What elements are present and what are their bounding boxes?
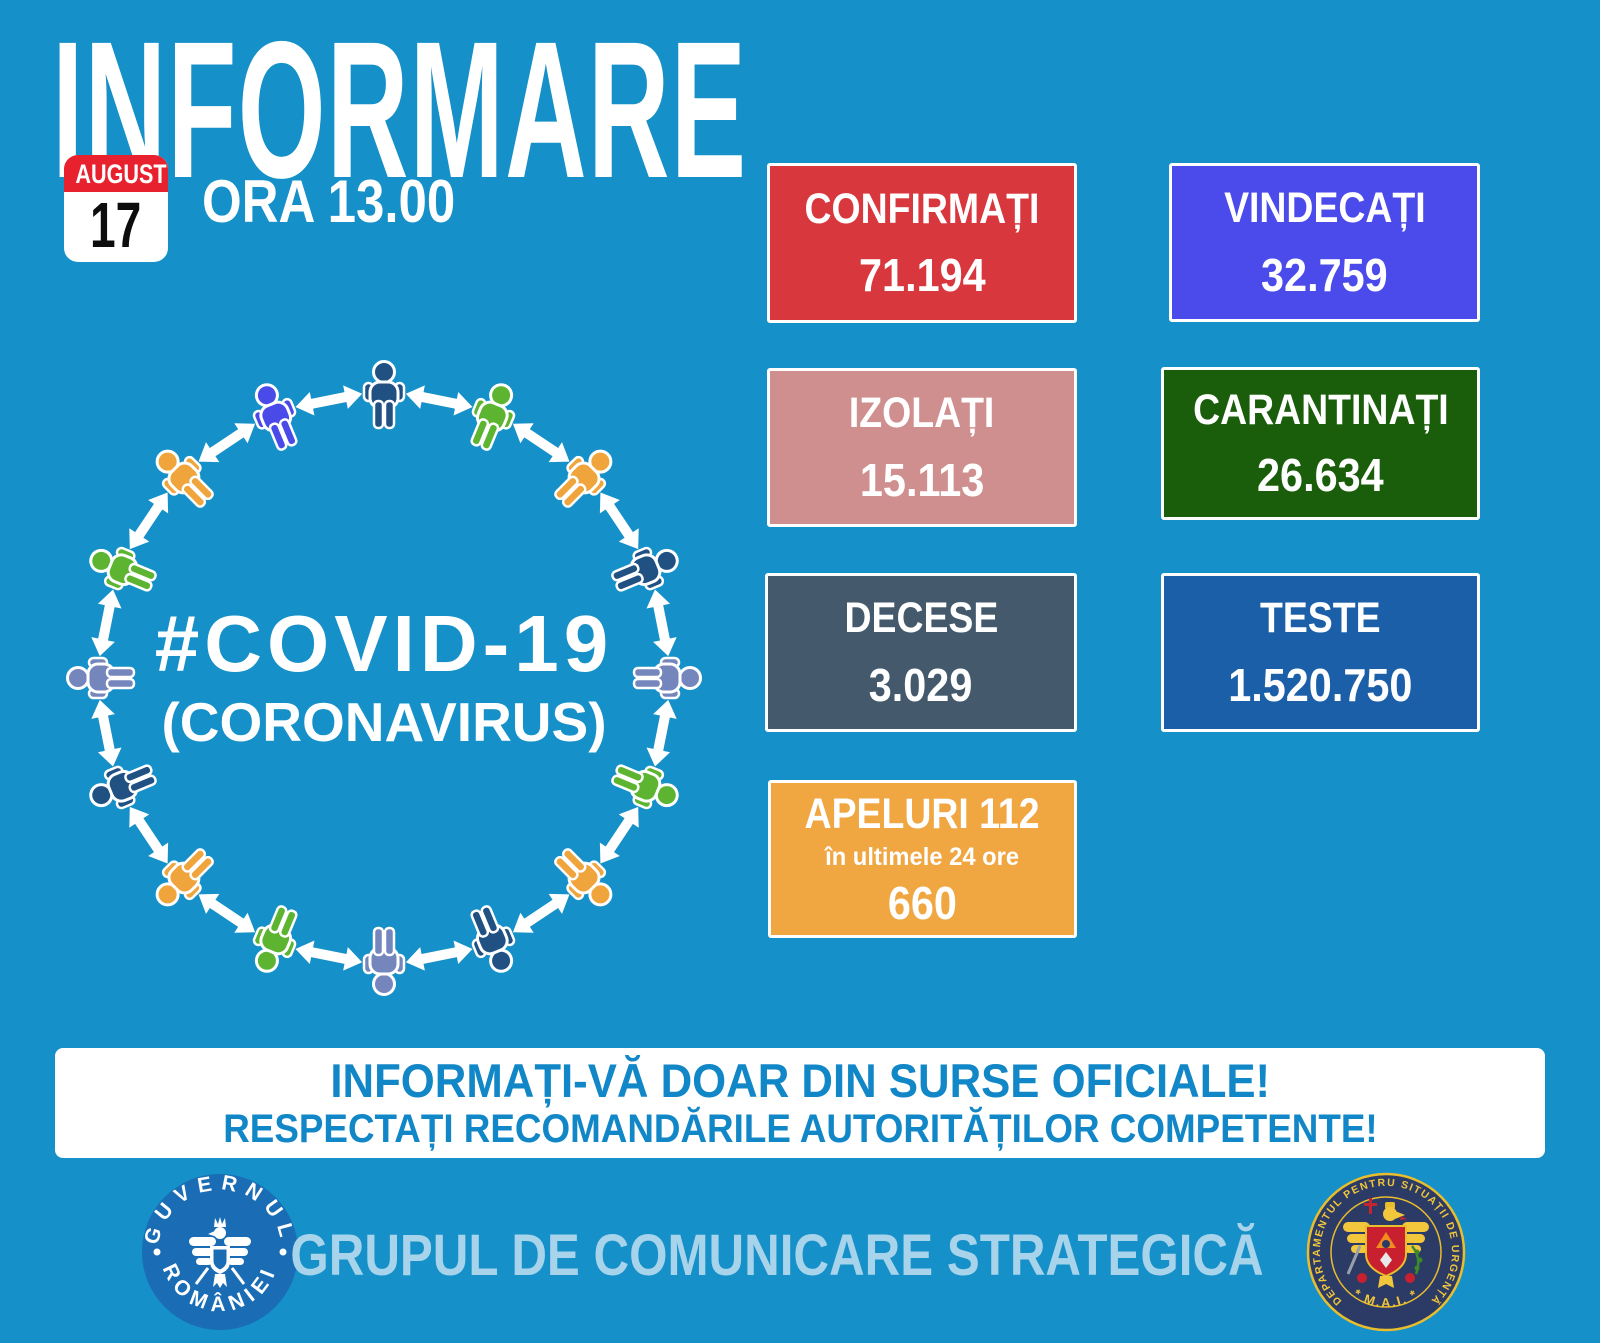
double-arrow-icon (512, 423, 570, 463)
double-arrow-icon (646, 589, 677, 657)
calendar-month-label: AUGUST (75, 159, 167, 189)
banner-line-1: INFORMAȚI-VĂ DOAR DIN SURSE OFICIALE! (330, 1054, 1270, 1108)
banner-line-2: RESPECTAȚI RECOMANDĂRILE AUTORITĂȚILOR C… (222, 1106, 1378, 1151)
double-arrow-icon (599, 492, 639, 550)
official-sources-banner: INFORMAȚI-VĂ DOAR DIN SURSE OFICIALE! RE… (55, 1048, 1545, 1158)
double-arrow-icon (512, 893, 570, 933)
people-circle-diagram (34, 328, 734, 1028)
person-icon (89, 764, 157, 810)
person-icon (252, 383, 298, 451)
double-arrow-icon (405, 940, 473, 971)
stat-box-carantinati: CARANTINAȚI 26.634 (1161, 367, 1480, 520)
dsu-mai-logo: DEPARTAMENTUL PENTRU SITUAȚII DE URGENȚĂ… (1306, 1172, 1466, 1332)
stat-label: IZOLAȚI (849, 389, 995, 438)
person-icon (89, 546, 157, 592)
person-icon (554, 449, 613, 508)
double-arrow-icon (646, 699, 677, 767)
eagle-emblem-icon (189, 1217, 251, 1288)
double-arrow-icon (91, 589, 122, 657)
calendar-icon: AUGUST 17 (64, 155, 168, 262)
person-icon (470, 905, 516, 973)
person-icon (66, 656, 136, 700)
person-icon (362, 926, 406, 996)
dsu-eagle-emblem-icon (1343, 1198, 1429, 1288)
stat-label: VINDECAȚI (1223, 184, 1426, 233)
stat-value: 15.113 (859, 453, 985, 506)
covid-hashtag: #COVID-19 (154, 599, 614, 688)
strategic-communication-group-label: GRUPUL DE COMUNICARE STRATEGICĂ (290, 1223, 1264, 1288)
person-icon (252, 905, 298, 973)
stat-sublabel: în ultimele 24 ore (825, 843, 1020, 871)
time-label: ORA 13.00 (202, 168, 456, 235)
calendar-day: 17 (64, 192, 168, 258)
stat-box-izolati: IZOLAȚI 15.113 (767, 368, 1077, 527)
stat-box-apeluri-112: APELURI 112 în ultimele 24 ore 660 (768, 780, 1077, 938)
stat-value: 71.194 (858, 249, 986, 302)
dsu-logo-inner-ring (1330, 1196, 1442, 1308)
stat-label: CARANTINAȚI (1192, 386, 1449, 435)
stat-value: 1.520.750 (1228, 658, 1413, 711)
stat-label: APELURI 112 (805, 789, 1040, 838)
gov-logo-right-dot (279, 1248, 287, 1256)
stat-value: 3.029 (869, 658, 973, 711)
double-arrow-icon (91, 699, 122, 767)
person-icon (155, 449, 214, 508)
person-icon (155, 848, 214, 907)
stat-value: 660 (887, 876, 958, 929)
double-arrow-icon (295, 940, 363, 971)
person-icon (611, 546, 679, 592)
person-icon (632, 656, 702, 700)
person-icon (611, 764, 679, 810)
double-arrow-icon (405, 385, 473, 416)
double-arrow-icon (129, 806, 169, 864)
calendar-day-label: 17 (90, 189, 142, 261)
double-arrow-icon (295, 385, 363, 416)
double-arrow-icon (599, 806, 639, 864)
stat-label: DECESE (844, 594, 998, 643)
double-arrow-icon (129, 492, 169, 550)
stat-box-teste: TESTE 1.520.750 (1161, 573, 1480, 732)
stat-value: 26.634 (1257, 448, 1384, 501)
person-icon (554, 848, 613, 907)
stat-label: TESTE (1260, 594, 1381, 643)
stat-label: CONFIRMAȚI (804, 184, 1040, 233)
stat-value: 32.759 (1261, 248, 1388, 301)
stat-box-decese: DECESE 3.029 (765, 573, 1077, 732)
person-icon (362, 360, 406, 430)
double-arrow-icon (198, 893, 256, 933)
person-icon (470, 383, 516, 451)
people-circle-svg (66, 360, 702, 996)
coronavirus-subtitle: (CORONAVIRUS) (161, 691, 607, 753)
stat-box-confirmati: CONFIRMAȚI 71.194 (767, 163, 1077, 323)
calendar-month-band: AUGUST (64, 155, 168, 192)
gov-logo-left-dot (153, 1248, 161, 1256)
double-arrow-icon (198, 423, 256, 463)
guvernul-romaniei-logo: GUVERNUL ROMÂNIEI (140, 1172, 298, 1330)
stat-box-vindecati: VINDECAȚI 32.759 (1169, 163, 1480, 322)
